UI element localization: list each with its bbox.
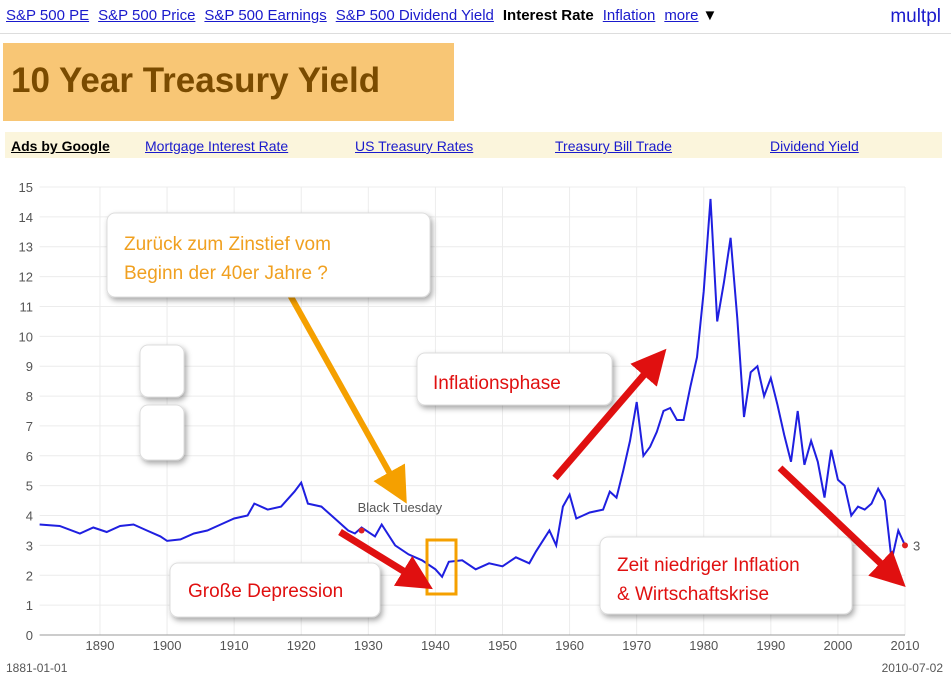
x-tick-label: 1910 <box>220 638 249 653</box>
callout-text: Zurück zum Zinstief vom <box>124 234 331 255</box>
nav: S&P 500 PE S&P 500 Price S&P 500 Earnings S… <box>6 7 717 24</box>
y-tick-label: 7 <box>26 419 33 434</box>
y-tick-label: 2 <box>26 568 33 583</box>
x-tick-label: 2010 <box>891 638 920 653</box>
y-tick-label: 3 <box>26 538 33 553</box>
callout-text: Inflationsphase <box>433 373 561 394</box>
empty-box <box>139 404 185 461</box>
y-tick-label: 5 <box>26 479 33 494</box>
nav-link[interactable]: S&P 500 PE <box>6 7 90 24</box>
y-tick-label: 1 <box>26 598 33 613</box>
arrow <box>287 293 407 504</box>
y-tick-label: 8 <box>26 389 33 404</box>
arrow <box>338 529 433 590</box>
y-tick-label: 9 <box>26 359 33 374</box>
data-line <box>39 198 906 579</box>
x-tick-label: 1950 <box>488 638 517 653</box>
x-tick-label: 1890 <box>86 638 115 653</box>
callout-box <box>599 536 853 615</box>
x-tick-label: 1980 <box>689 638 718 653</box>
callout-box <box>416 352 613 406</box>
title-banner: 10 Year Treasury Yield <box>3 43 454 121</box>
arrow <box>552 348 667 481</box>
y-tick-label: 13 <box>19 240 33 255</box>
callout-text: Zeit niedriger Inflation <box>617 555 800 576</box>
callout-box <box>106 212 431 298</box>
x-tick-label: 2000 <box>823 638 852 653</box>
end-point <box>902 542 908 549</box>
ad-link[interactable]: US Treasury Rates <box>355 138 474 154</box>
ad-link[interactable]: Treasury Bill Trade <box>555 138 672 154</box>
callout-text: Große Depression <box>188 581 343 602</box>
nav-link[interactable]: S&P 500 Dividend Yield <box>335 7 494 24</box>
arrow <box>777 465 906 588</box>
y-tick-label: 12 <box>19 270 33 285</box>
event-point <box>358 527 365 534</box>
brand[interactable]: multpl <box>890 6 941 27</box>
nav-link[interactable]: S&P 500 Price <box>98 7 196 24</box>
callout-text: & Wirtschaftskrise <box>617 584 769 605</box>
ads-bar: Ads by Google Mortgage Interest Rate US … <box>5 132 942 158</box>
y-tick-label: 0 <box>26 628 33 643</box>
x-tick-label: 1900 <box>153 638 182 653</box>
nav-link[interactable]: S&P 500 Earnings <box>204 7 327 24</box>
ad-link[interactable]: Mortgage Interest Rate <box>145 138 289 154</box>
start-label: 1881-01-01 <box>6 661 68 675</box>
y-tick-label: 14 <box>19 210 33 225</box>
x-tick-label: 1970 <box>622 638 651 653</box>
ad-link[interactable]: Dividend Yield <box>770 138 859 154</box>
end-value-label: 3 <box>913 538 920 553</box>
event-label: Black Tuesday <box>358 500 443 515</box>
callout-box <box>169 562 381 618</box>
page-title: 10 Year Treasury Yield <box>11 61 381 100</box>
empty-box <box>139 344 185 398</box>
nav-link[interactable]: Inflation <box>602 7 656 24</box>
x-tick-label: 1960 <box>555 638 584 653</box>
y-tick-label: 15 <box>19 180 33 195</box>
nav-link-active[interactable]: Interest Rate <box>502 7 594 24</box>
callout-text: Beginn der 40er Jahre ? <box>124 263 328 284</box>
y-tick-label: 6 <box>26 449 33 464</box>
y-tick-label: 10 <box>19 329 33 344</box>
x-tick-label: 1990 <box>756 638 785 653</box>
more-icon[interactable]: ▼ <box>702 7 718 24</box>
y-tick-label: 4 <box>26 509 33 524</box>
x-tick-label: 1920 <box>287 638 316 653</box>
end-label: 2010-07-02 <box>882 661 944 675</box>
divider <box>0 33 951 34</box>
x-tick-label: 1940 <box>421 638 450 653</box>
y-tick-label: 11 <box>20 299 34 314</box>
nav-link[interactable]: more <box>664 7 699 24</box>
ads-label[interactable]: Ads by Google <box>11 138 110 154</box>
x-tick-label: 1930 <box>354 638 383 653</box>
